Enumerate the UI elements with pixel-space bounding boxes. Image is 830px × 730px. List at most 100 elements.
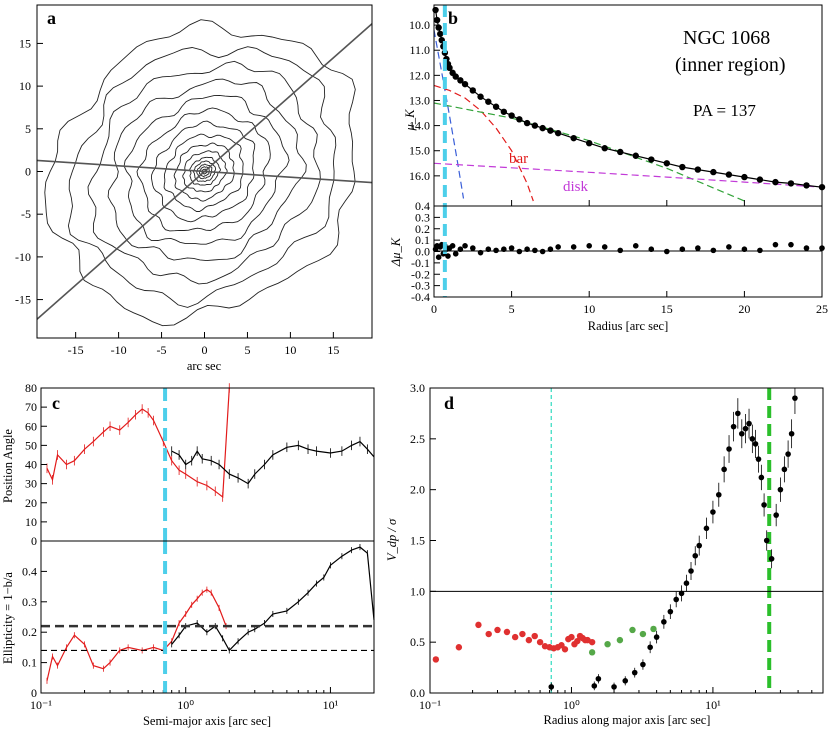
red-point <box>588 638 596 646</box>
black-point <box>667 608 674 615</box>
x-tick-label: 10¹ <box>323 698 339 712</box>
profile-point <box>694 166 702 173</box>
panel-a-ticks: -15 -10 -5 0 5 10 15 -15 -10 -5 0 5 10 15 <box>15 36 339 357</box>
y-tick-label: -15 <box>15 293 31 307</box>
red-point <box>494 626 501 634</box>
contour-line <box>151 120 256 223</box>
black-point <box>763 537 770 544</box>
red-point <box>519 630 526 638</box>
panel-c-ylabel-bottom: Ellipticity = 1−b/a <box>1 572 15 664</box>
x-tick-label: 10 <box>583 302 595 316</box>
profile-point <box>461 80 469 88</box>
panel-c: 10⁻¹ 10⁰ 10¹ 0 10 20 30 40 50 60 70 80 0 0.1 0.2 0.3 0.4… <box>1 381 375 728</box>
y-tick-label: 60 <box>25 419 37 433</box>
red-point <box>561 646 569 653</box>
residual-y-tick-label: 0.4 <box>415 199 430 213</box>
green-point <box>616 636 624 644</box>
profile-point <box>741 173 748 181</box>
y-tick-label: 15.0 <box>409 144 430 158</box>
residual-point <box>452 250 459 257</box>
black-point <box>595 675 602 682</box>
black-point <box>773 512 779 518</box>
panel-b-annotation: PA = 137 <box>693 101 756 120</box>
profile-point <box>803 182 810 189</box>
bar-component-line <box>433 84 534 202</box>
y-tick-label: 15 <box>19 36 31 50</box>
profile-point <box>452 73 459 80</box>
black-point <box>631 669 638 676</box>
residual-point <box>695 245 701 251</box>
contour-line <box>189 156 221 186</box>
x-tick-label: 10⁻¹ <box>30 698 52 712</box>
panel-d-xlabel: Radius along major axis [arc sec] <box>544 713 711 727</box>
red-point <box>503 628 511 636</box>
residual-point <box>445 253 451 259</box>
green-point <box>604 641 611 648</box>
red-point <box>568 633 575 641</box>
profile-point <box>756 176 764 183</box>
y-tick-label: 20 <box>25 496 37 510</box>
black-point <box>591 683 598 689</box>
contour-lines <box>44 19 356 327</box>
panel-a: -15 -10 -5 0 5 10 15 -15 -10 -5 0 5 10 15 a arc sec <box>15 4 373 373</box>
ellipticity-y-tick-label: 0.4 <box>22 564 37 578</box>
profile-point <box>508 112 515 119</box>
black-point <box>673 596 679 603</box>
profile-point <box>617 148 624 156</box>
y-tick-label: 2.0 <box>410 483 425 497</box>
panel-b: 0 5 10 15 20 25 10.0 11.0 12.0 13.0 14.0 15.0 16.0 -0… <box>389 4 828 333</box>
residual-y-tick-label: 0.3 <box>415 210 430 224</box>
residual-point <box>570 244 577 250</box>
green-point <box>650 625 657 633</box>
y-tick-label: -10 <box>15 250 31 264</box>
black-point <box>792 395 798 401</box>
x-tick-label: -5 <box>157 343 167 357</box>
panel-d-ylabel: V_dp / σ <box>385 518 399 561</box>
residual-point <box>470 245 476 251</box>
disk-component-line <box>433 162 823 188</box>
x-tick-label: 15 <box>327 343 339 357</box>
ellipticity-y-tick-label: 0.1 <box>22 656 37 670</box>
residual-y-tick-label: 0.2 <box>415 222 430 236</box>
profile-point <box>432 6 439 14</box>
y-tick-label: 70 <box>25 400 37 414</box>
y-tick-label: 5 <box>25 122 31 136</box>
residual-y-tick-label: -0.4 <box>411 290 430 304</box>
y-tick-label: 13.0 <box>409 93 430 107</box>
black-point <box>678 590 685 597</box>
x-tick-label: 0 <box>202 343 208 357</box>
y-tick-label: 50 <box>25 438 37 452</box>
y-tick-label: 0 <box>31 534 37 548</box>
black-point <box>761 502 767 508</box>
black-point <box>548 684 555 690</box>
profile-point <box>570 134 577 142</box>
profile-point <box>632 152 639 159</box>
black-point <box>735 410 741 417</box>
residual-y-tick-label: -0.1 <box>411 256 430 270</box>
black-point <box>781 466 788 473</box>
x-tick-label: 15 <box>661 302 673 316</box>
black-point <box>611 684 617 690</box>
black-point <box>683 580 690 586</box>
black-point <box>696 542 703 549</box>
black-point <box>640 661 646 668</box>
profile-point <box>437 30 444 38</box>
profile-point <box>710 168 717 176</box>
contour-line <box>182 150 228 193</box>
profile-point <box>457 77 464 84</box>
black-point <box>703 525 710 532</box>
black-point <box>749 436 756 442</box>
profile-point <box>531 122 539 129</box>
y-tick-label: 80 <box>25 381 37 395</box>
red-ellipticity-line <box>46 588 227 681</box>
y-tick-label: 3.0 <box>410 381 425 395</box>
axis-lines <box>36 23 373 320</box>
profile-point <box>679 163 686 171</box>
contour-line <box>107 78 307 262</box>
residual-point <box>772 241 779 248</box>
panel-a-label: a <box>47 8 56 28</box>
y-tick-label: 1.0 <box>410 584 425 598</box>
red-point <box>511 633 519 641</box>
